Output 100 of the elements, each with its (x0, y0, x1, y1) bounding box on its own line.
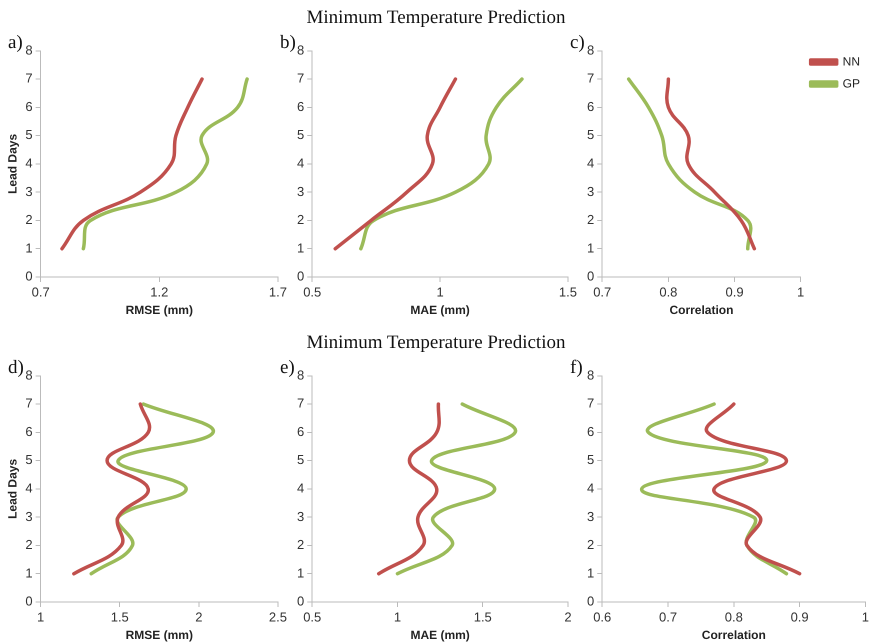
y-axis-title: Lead Days (6, 458, 20, 519)
text: e) (280, 357, 295, 379)
y-tick-label: 3 (296, 508, 304, 524)
y-tick-label: 4 (586, 480, 594, 496)
y-tick-label: 5 (586, 452, 594, 468)
y-tick-label: 1 (296, 565, 304, 580)
y-tick-label: 6 (586, 424, 594, 439)
y-tick-label: 6 (296, 424, 304, 439)
y-tick-label: 2 (25, 212, 33, 228)
x-tick-label: 2 (564, 609, 572, 624)
x-tick-label: 0.6 (593, 609, 612, 624)
line-series (82, 77, 249, 250)
x-tick-label: 1.7 (268, 284, 288, 300)
x-tick-label: 1.5 (474, 609, 492, 624)
y-tick-label: 8 (25, 367, 33, 382)
x-axis-title: Correlation (669, 303, 734, 318)
y-tick-label: 8 (296, 367, 304, 382)
y-tick-label: 1 (586, 565, 594, 580)
y-tick-label: 2 (25, 537, 33, 552)
y-tick-label: 0 (25, 268, 33, 284)
y-tick-label: 3 (586, 184, 594, 199)
x-tick-label: 0.8 (724, 609, 743, 624)
x-tick-label: 0.8 (659, 284, 678, 300)
y-tick-label: 8 (586, 367, 594, 382)
y-tick-label: 8 (586, 42, 594, 58)
y-tick-label: 0 (586, 268, 594, 284)
y-tick-label: 0 (296, 268, 304, 284)
y-axis-title: Lead Days (6, 134, 20, 194)
y-tick-label: 8 (25, 42, 33, 58)
text: b) (280, 32, 296, 54)
y-tick-label: 4 (25, 480, 33, 496)
y-tick-label: 0 (25, 594, 33, 609)
line-series (704, 402, 802, 576)
x-tick-label: 0.5 (303, 609, 322, 624)
x-axis-title: MAE (mm) (410, 628, 470, 642)
x-tick-label: 1 (797, 284, 804, 300)
x-tick-label: 0.5 (303, 284, 322, 300)
y-tick-label: 3 (25, 184, 33, 199)
x-axis-title: MAE (mm) (410, 303, 470, 318)
y-tick-label: 8 (296, 42, 304, 58)
y-tick-label: 5 (296, 127, 304, 142)
y-tick-label: 1 (586, 240, 594, 256)
y-tick-label: 0 (296, 594, 304, 609)
y-tick-label: 1 (25, 240, 33, 256)
x-tick-label: 0.9 (790, 609, 809, 624)
y-tick-label: 5 (25, 452, 33, 468)
y-tick-label: 5 (25, 127, 33, 142)
x-tick-label: 2.5 (268, 609, 288, 624)
x-tick-label: 0.9 (725, 284, 744, 300)
x-tick-label: 1.5 (110, 609, 129, 624)
y-tick-label: 7 (586, 396, 594, 411)
y-tick-label: 2 (586, 212, 594, 228)
text: c) (570, 32, 585, 54)
x-axis-title: Correlation (702, 628, 766, 642)
chart-title: Minimum Temperature Prediction (306, 7, 566, 29)
text: d) (8, 357, 24, 379)
y-tick-label: 6 (25, 98, 33, 114)
y-tick-label: 6 (25, 424, 33, 439)
line-series (640, 402, 788, 576)
y-tick-label: 6 (296, 98, 304, 114)
y-tick-label: 7 (25, 396, 33, 411)
x-axis-title: RMSE (mm) (126, 628, 193, 642)
legend-label: GP (842, 76, 860, 90)
line-series (376, 402, 441, 576)
x-tick-label: 0.7 (658, 609, 678, 624)
line-series (396, 402, 517, 576)
x-tick-label: 1 (436, 284, 444, 300)
text: f) (570, 357, 583, 379)
y-tick-label: 7 (586, 70, 594, 86)
x-tick-label: 2 (195, 609, 202, 624)
legend-label: NN (842, 54, 860, 68)
y-tick-label: 5 (296, 452, 304, 468)
y-tick-label: 7 (25, 70, 33, 86)
line-series (333, 77, 458, 250)
y-tick-label: 2 (296, 212, 304, 228)
x-tick-label: 1 (862, 609, 869, 624)
y-tick-label: 4 (296, 155, 304, 170)
x-tick-label: 1 (37, 609, 44, 624)
x-tick-label: 1 (394, 609, 402, 624)
y-tick-label: 0 (586, 594, 594, 609)
line-series (60, 77, 204, 250)
y-tick-label: 1 (296, 240, 304, 256)
y-tick-label: 7 (296, 396, 304, 411)
x-tick-label: 1.2 (150, 284, 168, 300)
chart-title: Minimum Temperature Prediction (306, 332, 566, 354)
y-tick-label: 3 (25, 508, 33, 524)
x-tick-label: 0.7 (32, 284, 50, 300)
y-tick-label: 2 (586, 537, 594, 552)
y-tick-label: 1 (25, 565, 33, 580)
y-tick-label: 5 (586, 127, 594, 142)
y-tick-label: 3 (586, 508, 594, 524)
y-tick-label: 7 (296, 70, 304, 86)
line-series (359, 77, 524, 250)
y-tick-label: 4 (586, 155, 594, 170)
y-tick-label: 4 (296, 480, 304, 496)
y-tick-label: 2 (296, 537, 304, 552)
x-tick-label: 1.5 (558, 284, 578, 300)
y-tick-label: 6 (586, 98, 594, 114)
y-tick-label: 3 (296, 184, 304, 199)
line-series (90, 402, 215, 576)
